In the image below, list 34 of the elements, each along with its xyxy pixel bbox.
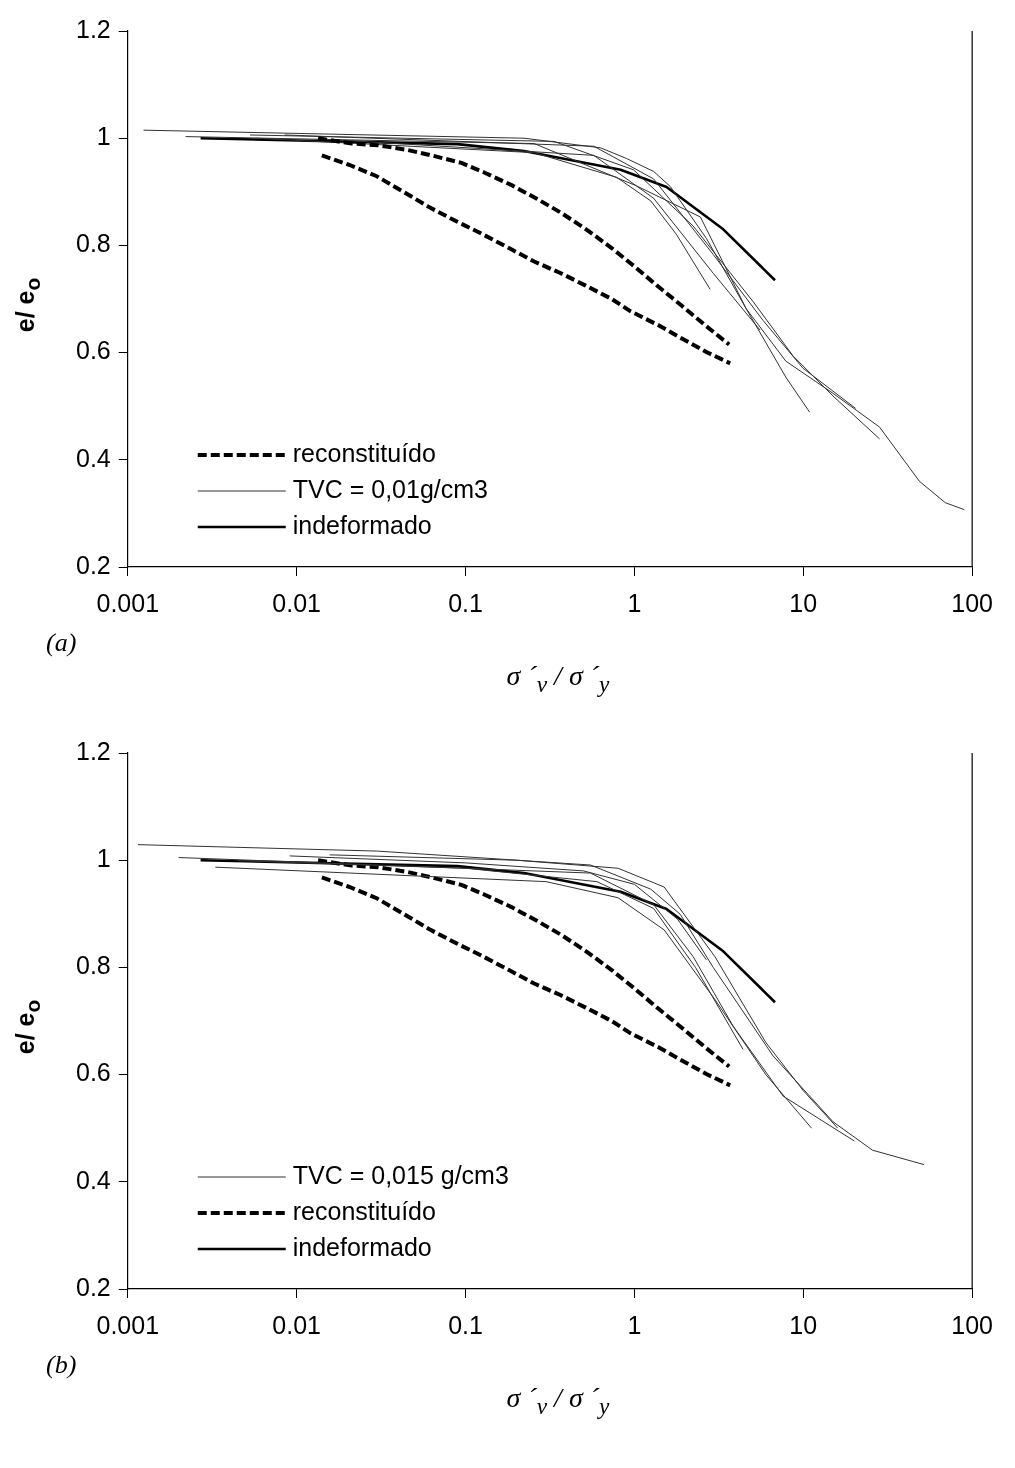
x-tick-label: 0.001 — [96, 1310, 160, 1339]
y-tick-label: 1.2 — [75, 736, 111, 765]
x-tick-label: 0.01 — [272, 1310, 321, 1339]
legend-label: TVC = 0,015 g/cm3 — [292, 1160, 509, 1189]
y-tick-label: 0.8 — [75, 951, 111, 980]
x-tick-label: 100 — [951, 588, 993, 617]
text: (a) — [46, 628, 77, 658]
y-tick-label: 1 — [96, 844, 111, 873]
x-tick-label: 0.01 — [272, 588, 321, 617]
y-tick-label: 0.8 — [75, 229, 111, 258]
x-tick-label: 0.001 — [96, 588, 160, 617]
x-tick-label: 10 — [789, 588, 818, 617]
x-axis-title: σ ´$_{v}$ / σ ´$_{y}$ — [505, 1382, 611, 1420]
legend-label: TVC = 0,01g/cm3 — [292, 474, 488, 503]
legend-label: indeformado — [292, 510, 432, 539]
text: (b) — [46, 1350, 77, 1380]
y-tick-label: 0.6 — [75, 336, 111, 365]
x-tick-label: 1 — [627, 588, 642, 617]
x-axis-title: σ ´$_{v}$ / σ ´$_{y}$ — [505, 660, 611, 698]
y-tick-label: 1 — [96, 122, 111, 151]
legend-label: reconstituído — [292, 438, 436, 467]
x-tick-label: 0.1 — [448, 588, 483, 617]
y-tick-label: 0.4 — [75, 1165, 111, 1194]
x-tick-label: 100 — [951, 1310, 993, 1339]
x-tick-label: 0.1 — [448, 1310, 483, 1339]
y-tick-label: 0.2 — [75, 550, 111, 579]
y-tick-label: 0.4 — [75, 443, 111, 472]
y-tick-label: 1.2 — [75, 14, 111, 43]
legend-label: reconstituído — [292, 1196, 436, 1225]
x-tick-label: 1 — [627, 1310, 642, 1339]
x-tick-label: 10 — [789, 1310, 818, 1339]
legend-label: indeformado — [292, 1232, 432, 1261]
y-tick-label: 0.2 — [75, 1272, 111, 1301]
y-tick-label: 0.6 — [75, 1058, 111, 1087]
